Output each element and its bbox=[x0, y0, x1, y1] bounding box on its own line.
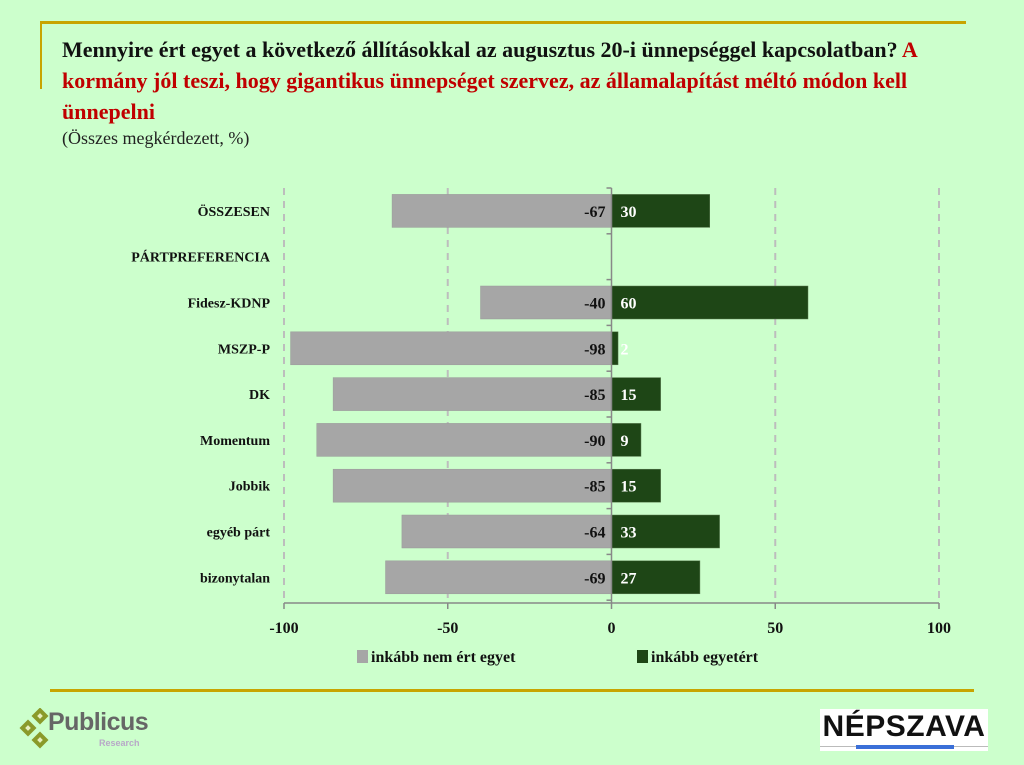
category-label: DK bbox=[249, 388, 270, 403]
value-label-disagree: -90 bbox=[584, 433, 605, 450]
category-label: ÖSSZESEN bbox=[198, 203, 270, 220]
bar-disagree bbox=[391, 194, 612, 228]
bar-agree bbox=[611, 331, 619, 366]
x-tick-label: -100 bbox=[269, 620, 298, 637]
value-label-agree: 15 bbox=[621, 387, 637, 404]
legend-swatch-agree bbox=[637, 650, 648, 663]
bar-disagree bbox=[480, 285, 612, 320]
nepszava-tagline-bar bbox=[856, 745, 954, 749]
value-label-disagree: -98 bbox=[584, 341, 605, 358]
bar-disagree bbox=[332, 468, 612, 503]
value-label-disagree: -64 bbox=[584, 525, 605, 542]
chart-title: Mennyire ért egyet a következő állítások… bbox=[62, 34, 942, 127]
value-label-agree: 30 bbox=[621, 204, 637, 221]
bottom-rule bbox=[50, 689, 974, 692]
value-label-disagree: -85 bbox=[584, 479, 605, 496]
bars: -67 30 -40 60 -98 2 -85 15 -90 9 -85 15 -64 33 -69 27 bbox=[290, 194, 809, 595]
nepszava-name: NÉPSZAVA bbox=[822, 710, 986, 743]
legend: inkább nem ért egyet inkább egyetért bbox=[357, 649, 759, 666]
x-tick-label: 50 bbox=[767, 620, 783, 637]
value-label-disagree: -67 bbox=[584, 204, 605, 221]
value-label-agree: 15 bbox=[621, 479, 637, 496]
title-statement: A kormány jól teszi, hogy gigantikus ünn… bbox=[62, 37, 917, 124]
x-axis: -100 -50 0 50 100 bbox=[269, 187, 951, 637]
category-label: MSZP-P bbox=[218, 342, 271, 357]
bar-disagree bbox=[316, 423, 612, 457]
publicus-sub: Research bbox=[99, 738, 140, 748]
bar-agree bbox=[611, 285, 809, 320]
value-label-agree: 27 bbox=[621, 570, 637, 587]
diverging-bar-chart: -67 30 -40 60 -98 2 -85 15 -90 9 -85 15 -64 33 -69 27 Ö… bbox=[131, 187, 951, 666]
publicus-name: Publicus bbox=[48, 708, 149, 736]
nepszava-logo: NÉPSZAVA bbox=[820, 709, 988, 751]
x-tick-label: -50 bbox=[437, 620, 458, 637]
value-label-disagree: -85 bbox=[584, 387, 605, 404]
category-label: Momentum bbox=[200, 434, 270, 449]
bar-disagree bbox=[401, 514, 612, 549]
value-label-agree: 33 bbox=[621, 525, 637, 542]
title-question: Mennyire ért egyet a következő állítások… bbox=[62, 37, 898, 62]
category-label: PÁRTPREFERENCIA bbox=[131, 249, 271, 266]
bar-disagree bbox=[290, 331, 612, 366]
bar-disagree bbox=[385, 560, 612, 595]
legend-swatch-disagree bbox=[357, 650, 368, 663]
value-label-agree: 2 bbox=[621, 341, 629, 358]
value-label-disagree: -40 bbox=[584, 296, 605, 313]
bar-disagree bbox=[332, 377, 612, 411]
top-rule bbox=[40, 21, 966, 24]
bar-agree bbox=[611, 514, 720, 549]
category-label: Fidesz-KDNP bbox=[188, 297, 271, 312]
category-label: bizonytalan bbox=[200, 571, 270, 586]
category-label: egyéb párt bbox=[207, 526, 271, 541]
category-labels: ÖSSZESEN PÁRTPREFERENCIA Fidesz-KDNP MSZP-P… bbox=[131, 203, 271, 586]
category-label: Jobbik bbox=[229, 480, 270, 495]
value-label-agree: 9 bbox=[621, 433, 629, 450]
value-label-agree: 60 bbox=[621, 296, 637, 313]
value-label-disagree: -69 bbox=[584, 570, 605, 587]
x-tick-label: 0 bbox=[608, 620, 616, 637]
publicus-diamond-icon bbox=[19, 708, 49, 749]
x-tick-label: 100 bbox=[927, 620, 951, 637]
chart-subtitle: (Összes megkérdezett, %) bbox=[62, 128, 250, 148]
bar-agree bbox=[611, 560, 701, 595]
bar-agree bbox=[611, 468, 661, 503]
legend-label-agree: inkább egyetért bbox=[651, 649, 759, 666]
legend-label-disagree: inkább nem ért egyet bbox=[371, 649, 516, 666]
left-rule bbox=[40, 21, 42, 89]
grid-lines bbox=[283, 188, 940, 603]
